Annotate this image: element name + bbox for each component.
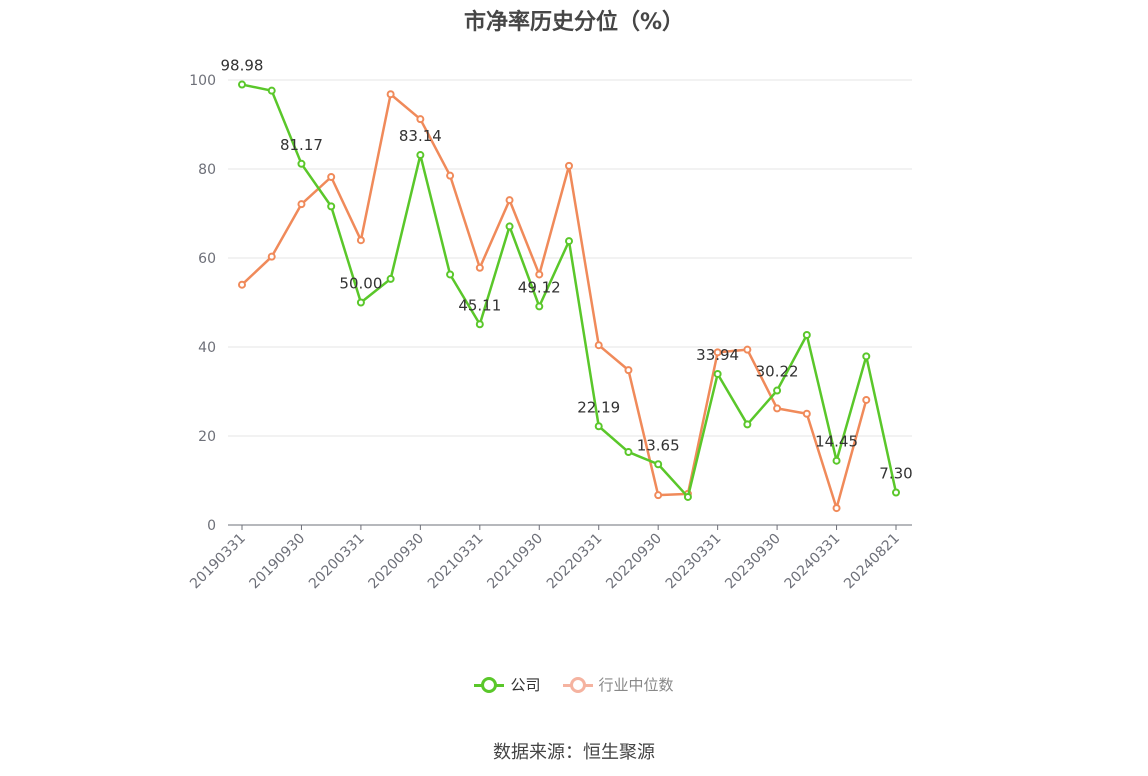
company-data-label: 83.14 [399, 127, 442, 145]
x-tick-label: 20220331 [544, 531, 606, 593]
industry-data-point[interactable] [535, 270, 544, 279]
legend-company-label: 公司 [510, 676, 541, 694]
legend-company-marker-icon [474, 675, 505, 695]
industry-data-point[interactable] [802, 409, 811, 418]
industry-data-point[interactable] [505, 196, 514, 205]
industry-data-point[interactable] [297, 200, 306, 209]
company-data-label: 22.19 [577, 398, 620, 416]
legend: 公司 行业中位数 [0, 674, 1148, 695]
y-tick-label: 100 [189, 73, 216, 89]
company-data-label: 49.12 [518, 278, 561, 296]
x-tick-label: 20200930 [365, 531, 427, 593]
industry-data-point[interactable] [267, 252, 276, 261]
industry-data-point[interactable] [862, 395, 871, 404]
company-data-label: 30.22 [756, 363, 799, 381]
company-data-point[interactable] [356, 298, 365, 307]
industry-data-point[interactable] [713, 348, 722, 357]
company-data-point[interactable] [773, 386, 782, 395]
company-data-point[interactable] [713, 369, 722, 378]
y-tick-label: 20 [198, 429, 216, 445]
company-data-point[interactable] [267, 86, 276, 95]
industry-data-point[interactable] [416, 115, 425, 124]
x-tick-label: 20210930 [484, 531, 546, 593]
company-data-label: 14.45 [815, 433, 858, 451]
industry-data-point[interactable] [446, 171, 455, 180]
chart-title: 市净率历史分位（%） [463, 10, 685, 35]
company-data-point[interactable] [565, 237, 573, 246]
industry-data-point[interactable] [386, 90, 395, 99]
company-data-label: 98.98 [221, 57, 264, 75]
company-data-label: 33.94 [696, 346, 739, 364]
x-tick-label: 20220930 [603, 531, 665, 593]
industry-data-point[interactable] [624, 366, 633, 375]
industry-data-point[interactable] [356, 236, 365, 245]
company-data-point[interactable] [475, 320, 484, 329]
industry-data-point[interactable] [594, 341, 603, 350]
industry-series-line [241, 92, 868, 510]
x-tick-label: 20190930 [247, 531, 309, 593]
company-data-point[interactable] [446, 270, 455, 279]
company-data-point[interactable] [683, 492, 692, 501]
x-tick-label: 20230331 [663, 531, 725, 593]
industry-data-point[interactable] [475, 263, 484, 272]
x-tick-label: 20230930 [722, 531, 784, 593]
data-source: 数据来源：恒生聚源 [493, 742, 655, 763]
company-data-point[interactable] [386, 274, 395, 283]
industry-data-point[interactable] [654, 491, 663, 500]
company-data-point[interactable] [297, 159, 306, 168]
company-data-label: 13.65 [637, 436, 680, 454]
company-data-point[interactable] [654, 460, 663, 469]
company-data-point[interactable] [832, 456, 841, 465]
company-data-point[interactable] [535, 302, 544, 311]
company-data-point[interactable] [862, 352, 871, 361]
x-tick-label: 20240331 [782, 531, 844, 593]
industry-data-point[interactable] [832, 504, 841, 513]
x-tick-label: 20200331 [306, 531, 368, 593]
y-tick-label: 80 [198, 162, 216, 178]
industry-data-point[interactable] [743, 345, 752, 354]
x-tick-label: 20190331 [187, 531, 249, 593]
company-data-label: 45.11 [458, 296, 501, 314]
industry-data-point[interactable] [327, 173, 336, 182]
legend-industry-marker-icon [562, 675, 593, 695]
company-data-point[interactable] [802, 330, 811, 339]
industry-data-point[interactable] [238, 280, 246, 289]
legend-item-company[interactable]: 公司 [474, 674, 541, 695]
industry-data-point[interactable] [565, 161, 573, 170]
company-data-label: 7.30 [879, 465, 912, 483]
legend-item-industry[interactable]: 行业中位数 [562, 674, 674, 695]
company-data-point[interactable] [505, 222, 514, 231]
company-data-point[interactable] [238, 80, 246, 89]
legend-industry-label: 行业中位数 [598, 676, 674, 694]
x-tick-label: 20210331 [425, 531, 487, 593]
company-data-point[interactable] [594, 422, 603, 431]
y-tick-label: 60 [198, 251, 216, 267]
industry-data-point[interactable] [773, 404, 782, 413]
company-data-point[interactable] [416, 151, 425, 160]
company-data-point[interactable] [743, 420, 752, 429]
y-tick-label: 40 [198, 340, 216, 356]
company-data-label: 81.17 [280, 136, 323, 154]
company-data-point[interactable] [327, 202, 336, 211]
y-tick-label: 0 [207, 518, 216, 534]
company-data-point[interactable] [624, 448, 633, 457]
company-data-label: 50.00 [339, 275, 382, 293]
company-data-point[interactable] [892, 488, 900, 497]
x-tick-label: 20240821 [841, 531, 903, 593]
